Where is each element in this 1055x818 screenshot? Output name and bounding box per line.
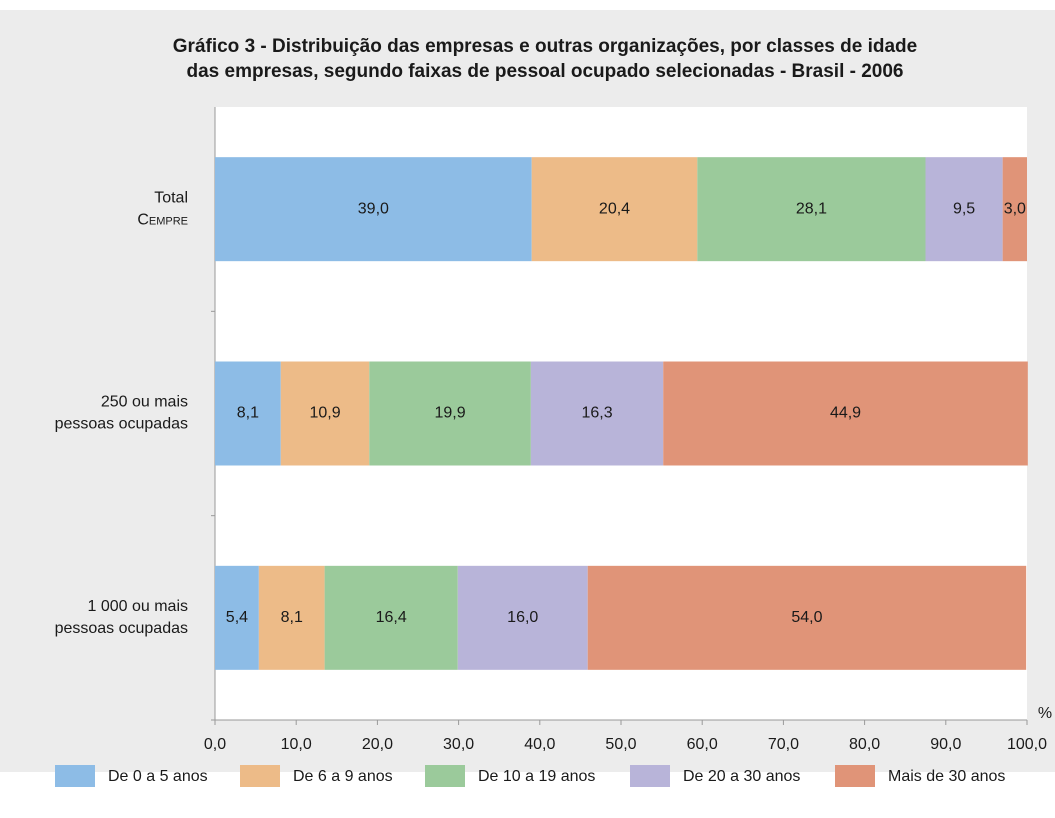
bar-segment	[925, 157, 1003, 262]
bar-segment	[215, 565, 259, 670]
data-label: 9,5	[953, 200, 975, 217]
y-tick-label: 250 ou mais	[101, 394, 188, 411]
x-tick-label: 60,0	[687, 736, 718, 753]
data-label: 20,4	[599, 200, 630, 217]
x-tick-label: 0,0	[204, 736, 226, 753]
bar-segment	[215, 157, 532, 262]
x-tick-label: 20,0	[362, 736, 393, 753]
data-label: 5,4	[226, 609, 248, 626]
x-tick-label: 100,0	[1007, 736, 1047, 753]
data-label: 8,1	[237, 405, 259, 422]
x-tick-label: 10,0	[281, 736, 312, 753]
x-tick-label: 30,0	[443, 736, 474, 753]
x-tick-label: 40,0	[524, 736, 555, 753]
legend-swatch	[240, 765, 280, 787]
data-label: 19,9	[435, 405, 466, 422]
y-tick-label: 1 000 ou mais	[87, 598, 188, 615]
y-tick-label: Total	[154, 189, 188, 206]
legend-swatch	[835, 765, 875, 787]
x-tick-label: 80,0	[849, 736, 880, 753]
x-axis-label: %	[1038, 705, 1052, 722]
data-label: 39,0	[358, 200, 389, 217]
x-tick-label: 70,0	[768, 736, 799, 753]
legend-label: De 20 a 30 anos	[683, 768, 800, 785]
chart-title: Gráfico 3 - Distribuição das empresas e …	[173, 36, 917, 57]
bar-segment	[369, 361, 531, 466]
legend-label: De 0 a 5 anos	[108, 768, 208, 785]
data-label: 28,1	[796, 200, 827, 217]
data-label: 16,3	[581, 405, 612, 422]
data-label: 16,0	[507, 609, 538, 626]
data-label: 8,1	[281, 609, 303, 626]
chart-title: das empresas, segundo faixas de pessoal …	[186, 61, 903, 82]
data-label: 10,9	[309, 405, 340, 422]
bar-segment	[324, 565, 458, 670]
data-label: 44,9	[830, 405, 861, 422]
bar-segment	[280, 361, 370, 466]
bar-segment	[697, 157, 926, 262]
legend-label: De 10 a 19 anos	[478, 768, 595, 785]
legend-label: Mais de 30 anos	[888, 768, 1005, 785]
bar-segment	[1002, 157, 1027, 262]
data-label: 54,0	[791, 609, 822, 626]
legend-swatch	[55, 765, 95, 787]
bar-segment	[663, 361, 1028, 466]
legend-swatch	[630, 765, 670, 787]
bar-segment	[530, 361, 664, 466]
y-tick-label: pessoas ocupadas	[55, 416, 188, 433]
y-tick-label: Cempre	[137, 211, 188, 228]
legend-swatch	[425, 765, 465, 787]
x-tick-label: 50,0	[605, 736, 636, 753]
bar-segment	[258, 565, 325, 670]
data-label: 3,0	[1004, 200, 1026, 217]
bar-segment	[587, 565, 1027, 670]
bar-segment	[215, 361, 281, 466]
bar-segment	[457, 565, 588, 670]
legend-label: De 6 a 9 anos	[293, 768, 393, 785]
x-tick-label: 90,0	[930, 736, 961, 753]
y-tick-label: pessoas ocupadas	[55, 620, 188, 637]
bar-segment	[531, 157, 698, 262]
data-label: 16,4	[376, 609, 407, 626]
